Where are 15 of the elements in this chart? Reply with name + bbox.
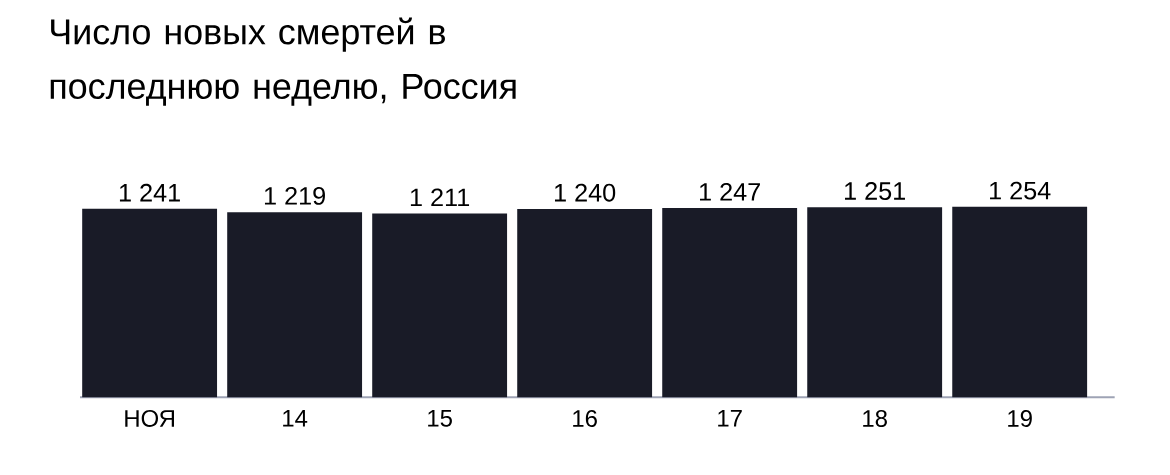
data-label: 1 254 (990, 181, 1051, 200)
x-tick-label: 19 (1008, 410, 1032, 428)
x-tick-label: 14 (283, 410, 308, 427)
data-label: 1 240 (554, 183, 616, 202)
data-label: 1 219 (264, 187, 325, 205)
x-tick-label: 15 (428, 410, 452, 427)
data-label: 1 251 (845, 182, 905, 201)
data-label: 1 241 (119, 184, 180, 202)
chart-title: Число новых смертей в последнюю неделю, Россия (50, 17, 516, 106)
data-label: 1 247 (700, 183, 760, 201)
x-tick-label: 18 (863, 410, 887, 428)
x-tick-label: 16 (573, 410, 597, 428)
x-tick-label: НОЯ (125, 410, 174, 428)
data-label: 1 211 (410, 188, 470, 207)
x-tick-label: 17 (718, 410, 742, 427)
